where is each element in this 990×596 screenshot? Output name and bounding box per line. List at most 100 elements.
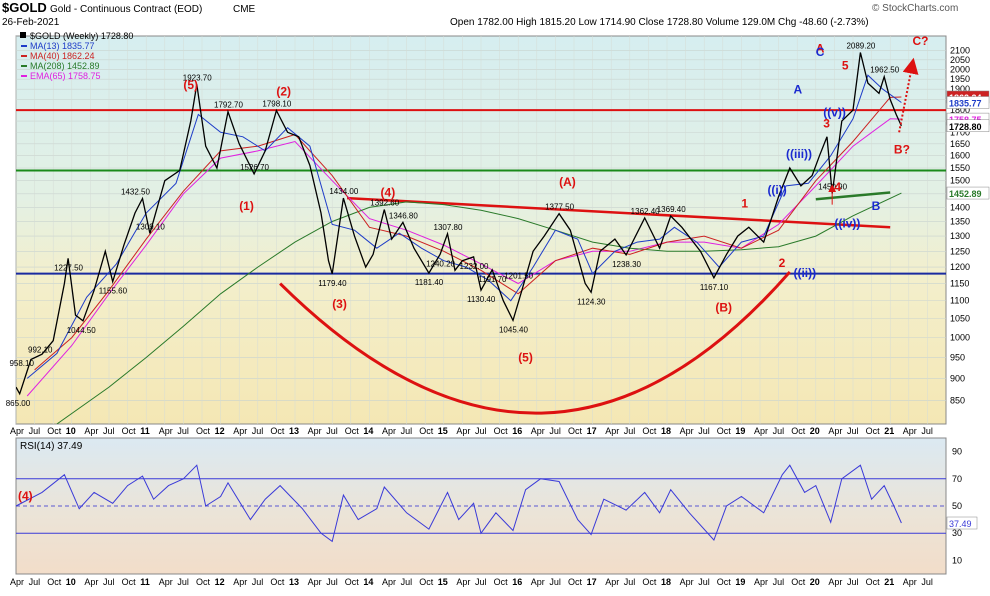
legend-item: MA(13) 1835.77 <box>30 41 95 51</box>
x-tick-label: Oct <box>47 426 62 436</box>
x-tick-label: Jul <box>103 577 115 587</box>
wave-label: ((v)) <box>823 106 846 120</box>
x-tick-label: Jul <box>252 426 264 436</box>
price-tick-label: 1200 <box>950 262 970 272</box>
x-tick-label: Oct <box>866 577 881 587</box>
x-tick-label: Apr <box>456 426 470 436</box>
instrument-name: Gold - Continuous Contract (EOD) <box>50 4 202 15</box>
price-tick-label: 1900 <box>950 84 970 94</box>
price-label: 1369.40 <box>657 205 686 214</box>
price-label: 1962.50 <box>870 66 899 75</box>
x-tick-label: Oct <box>47 577 62 587</box>
x-tick-label: 19 <box>735 577 745 587</box>
x-tick-label: Oct <box>122 426 137 436</box>
x-tick-label: Apr <box>605 426 619 436</box>
x-tick-label: Oct <box>196 426 211 436</box>
value-tag-box <box>946 119 990 133</box>
price-label: 1798.10 <box>262 100 291 109</box>
x-tick-label: Oct <box>345 426 360 436</box>
rsi-tick-label: 50 <box>952 501 962 511</box>
x-tick-label: 13 <box>289 426 299 436</box>
x-tick-label: Apr <box>456 577 470 587</box>
price-label: 1238.30 <box>612 260 641 269</box>
x-tick-label: 10 <box>66 577 76 587</box>
price-label: 865.00 <box>6 399 31 408</box>
x-tick-label: Jul <box>698 426 710 436</box>
x-tick-label: 11 <box>140 426 150 436</box>
x-tick-label: Apr <box>680 577 694 587</box>
price-y-axis: 850 900 950 1000 1050 1100 1150 1200 1250 1300 135… <box>946 45 990 406</box>
price-tick-label: 1950 <box>950 74 970 84</box>
rsi-tick-label: 30 <box>952 528 962 538</box>
price-label: 1792.70 <box>214 101 243 110</box>
x-tick-label: 16 <box>512 577 522 587</box>
wave-label: A <box>793 82 802 96</box>
price-label: 1362.40 <box>631 207 660 216</box>
price-tick-label: 1550 <box>950 163 970 173</box>
price-tick-label: 1700 <box>950 127 970 137</box>
x-tick-label: Apr <box>754 577 768 587</box>
price-label: 2089.20 <box>846 41 875 50</box>
wave-label: ((i)) <box>767 183 786 197</box>
wave-label: (5) <box>183 78 198 92</box>
x-tick-label: Jul <box>177 426 189 436</box>
x-tick-label: Jul <box>29 426 41 436</box>
value-tag-text: 1728.80 <box>949 122 982 132</box>
price-label: 1432.50 <box>121 188 150 197</box>
x-tick-label: Jul <box>847 577 859 587</box>
x-tick-label: Oct <box>270 426 285 436</box>
x-tick-label: 21 <box>884 426 894 436</box>
trend-line <box>815 191 891 201</box>
rsi-line <box>16 464 902 543</box>
price-label: 1227.50 <box>54 263 83 272</box>
price-label: 1377.50 <box>545 203 574 212</box>
rsi-tick-label: 90 <box>952 447 962 457</box>
x-tick-label: 20 <box>810 426 820 436</box>
wave-label: (3) <box>332 297 347 311</box>
x-tick-label: Apr <box>828 577 842 587</box>
x-tick-label: 12 <box>215 577 225 587</box>
price-tick-label: 950 <box>950 352 965 362</box>
brand-watermark: © StockCharts.com <box>872 3 958 14</box>
x-tick-label: Apr <box>159 577 173 587</box>
wave-label: B <box>872 199 881 213</box>
x-tick-label: Jul <box>773 577 785 587</box>
value-tag: 1835.77 <box>946 96 990 109</box>
price-label: 1045.40 <box>499 325 528 334</box>
x-tick-label: Apr <box>903 426 917 436</box>
cup-arc <box>279 270 791 415</box>
wave-label: (A) <box>559 175 576 189</box>
x-tick-label: Apr <box>233 426 247 436</box>
x-tick-label: Oct <box>494 426 509 436</box>
x-tick-label: Jul <box>326 577 338 587</box>
rsi-tick-label: 70 <box>952 474 962 484</box>
x-tick-label: 13 <box>289 577 299 587</box>
wave-label: (4) <box>381 186 396 200</box>
price-label: 1155.60 <box>99 287 128 296</box>
x-tick-label: Jul <box>29 577 41 587</box>
wave-label: B? <box>894 142 910 156</box>
x-tick-label: 17 <box>587 426 597 436</box>
price-label: 1434.00 <box>329 187 358 196</box>
legend-item: $GOLD (Weekly) 1728.80 <box>30 31 133 41</box>
x-axis-rsi: Apr Jul Oct 10 Apr Jul Oct 11 Apr Jul Oct 12 Apr Jul O… <box>10 577 933 587</box>
x-tick-label: Apr <box>159 426 173 436</box>
x-tick-label: 21 <box>884 577 894 587</box>
exchange-label: CME <box>233 4 256 15</box>
rsi-value-text: 37.49 <box>949 519 972 529</box>
price-tick-label: 1300 <box>950 231 970 241</box>
price-label: 1130.40 <box>467 295 496 304</box>
value-tag-text: 1835.77 <box>949 99 982 109</box>
price-label: 1179.40 <box>318 279 347 288</box>
series-line-gold <box>16 52 902 396</box>
value-tag-box <box>946 96 990 109</box>
wave-label: (B) <box>715 300 732 314</box>
ohlc-readout: Open 1782.00 High 1815.20 Low 1714.90 Cl… <box>450 17 869 28</box>
price-tick-label: 900 <box>950 373 965 383</box>
wave-label: 5 <box>842 58 849 72</box>
x-tick-label: Oct <box>568 426 583 436</box>
price-tick-label: 1600 <box>950 151 970 161</box>
legend-item: EMA(65) 1758.75 <box>30 71 101 81</box>
price-tick-label: 1100 <box>950 296 969 306</box>
